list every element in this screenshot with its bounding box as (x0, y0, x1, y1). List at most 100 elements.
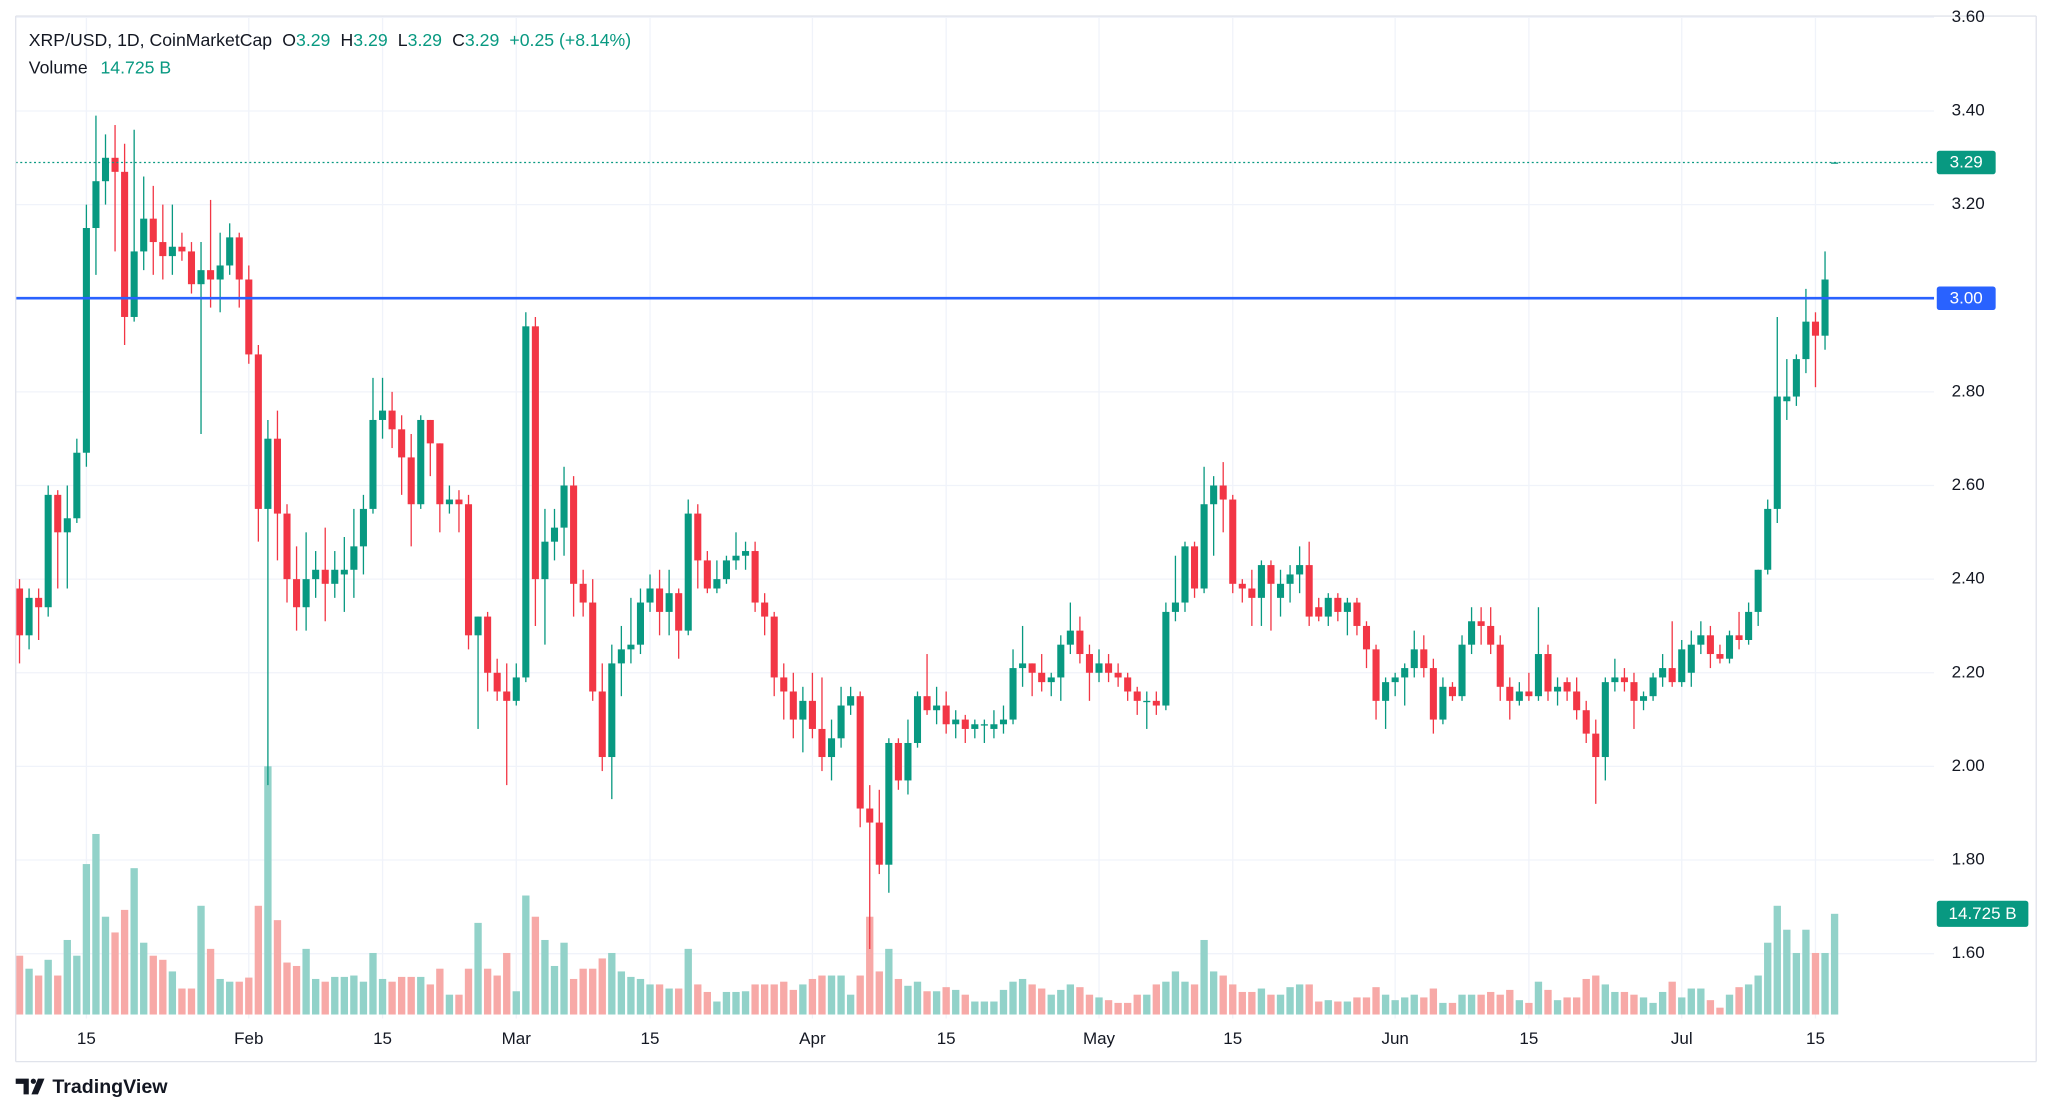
candle-body (608, 663, 616, 758)
x-tick-label: Apr (799, 1029, 826, 1048)
y-tick-label: 2.60 (1952, 475, 1985, 494)
candle-body (235, 237, 243, 280)
ohlc-key: L (398, 30, 408, 50)
candle-body (1554, 686, 1562, 692)
volume-bar (1458, 994, 1466, 1015)
x-tick-label: 15 (641, 1029, 660, 1048)
candle-body (761, 602, 769, 617)
candle-body (531, 326, 539, 580)
volume-bar (1095, 997, 1103, 1015)
volume-bar (684, 948, 692, 1015)
volume-bar (44, 959, 52, 1015)
candle-body (1792, 359, 1800, 397)
candle-body (1334, 597, 1342, 612)
volume-bar (436, 968, 444, 1015)
candle-body (1200, 504, 1208, 589)
x-tick-label: 15 (1806, 1029, 1825, 1048)
candle-body (178, 246, 186, 252)
x-tick-label: Mar (502, 1029, 532, 1048)
candle-body (627, 644, 635, 650)
brand-logo: TradingView (15, 1076, 168, 1098)
candle-body (1764, 508, 1772, 570)
line-layer (15, 161, 1935, 300)
x-tick-label: 15 (77, 1029, 96, 1048)
candle-body (522, 326, 530, 678)
volume-bar (54, 975, 62, 1015)
candle-body (636, 602, 645, 645)
volume-bar (703, 991, 712, 1015)
candle-body (1267, 565, 1275, 584)
volume-bar (1028, 984, 1036, 1015)
candle-body (388, 410, 396, 430)
volume-bar (875, 971, 883, 1015)
candle-body (1238, 583, 1246, 589)
candle-body (426, 419, 434, 444)
volume-bar (168, 971, 177, 1015)
volume-bar (350, 975, 358, 1015)
volume-bar (741, 991, 750, 1015)
level-label: 3.00 (1950, 288, 1983, 307)
candle-body (44, 494, 52, 608)
volume-bar (1601, 984, 1609, 1015)
candle-body (1315, 607, 1323, 617)
ohlc-value: 3.29 (353, 30, 387, 50)
volume-bar (1811, 952, 1820, 1015)
volume-bar (1687, 988, 1695, 1015)
candle-body (207, 270, 215, 280)
volume-bar (1057, 989, 1065, 1015)
candle-body (1143, 700, 1151, 703)
volume-bar (1401, 997, 1409, 1015)
candle-body (197, 270, 205, 285)
volume-bar (407, 976, 415, 1015)
volume-bar (474, 922, 482, 1015)
volume-bar (493, 975, 501, 1015)
volume-bar (1697, 988, 1705, 1015)
candle-body (464, 504, 473, 636)
volume-bar (1372, 987, 1380, 1015)
candle-body (808, 700, 816, 729)
volume-bar (837, 975, 845, 1015)
volume-bar (283, 962, 291, 1015)
volume-bar (254, 905, 263, 1015)
volume-bar (1639, 997, 1648, 1015)
volume-bar (1744, 984, 1753, 1015)
candle-body (1114, 672, 1122, 678)
candle-body (1391, 677, 1399, 683)
volume-bar (923, 991, 931, 1015)
candle-body (1152, 700, 1160, 706)
candle-body (149, 218, 157, 243)
candle-body (952, 719, 960, 725)
volume-bar (990, 1001, 998, 1015)
level-label-bg (1936, 286, 1996, 311)
volume-bar (292, 965, 301, 1015)
candle-body (493, 672, 501, 692)
volume-bar (904, 985, 912, 1015)
volume-bar (799, 984, 807, 1015)
volume-bar (713, 1001, 721, 1015)
price-axis-bg (1934, 0, 2048, 1063)
volume-bar (63, 939, 71, 1015)
candle-body (121, 171, 129, 317)
volume-bar (1152, 984, 1160, 1015)
volume-bar (1467, 994, 1476, 1015)
volume-bar (932, 991, 941, 1015)
candle-body (82, 228, 90, 453)
candle-body (999, 719, 1008, 725)
candle-body (417, 419, 425, 505)
candle-body (1630, 682, 1638, 701)
volume-bar (1658, 991, 1667, 1015)
y-tick-label: 1.80 (1952, 850, 1985, 869)
volume-bar (226, 981, 234, 1015)
volume-bar (120, 909, 129, 1015)
volume-bar (846, 994, 855, 1015)
change: +0.25 (+8.14%) (509, 30, 631, 50)
ohlc-key: O (282, 30, 296, 50)
volume-bar (665, 988, 673, 1015)
volume-bar (1229, 984, 1237, 1015)
candle-body (1420, 649, 1428, 669)
candle-body (369, 419, 377, 509)
volume-bar (1420, 997, 1428, 1015)
candle-body (1477, 621, 1485, 626)
ohlc-key: H (341, 30, 354, 50)
volume-bar (789, 989, 797, 1015)
